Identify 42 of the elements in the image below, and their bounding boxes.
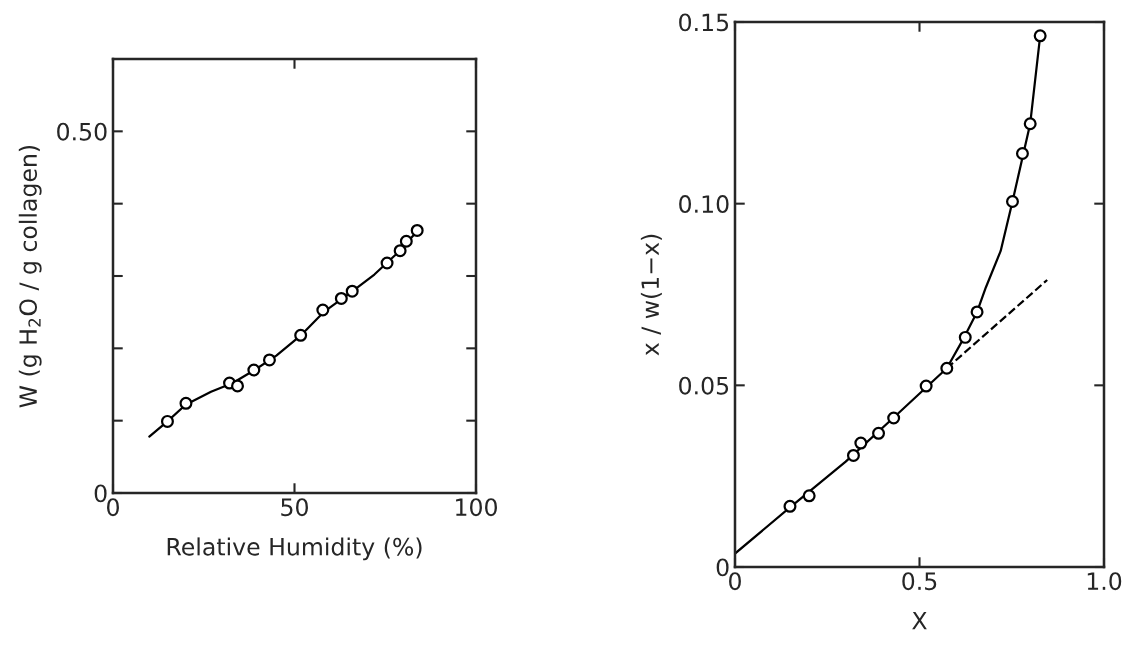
point — [1015, 147, 1029, 161]
x-tick-label: 0 — [107, 498, 119, 517]
point — [1023, 117, 1037, 131]
point — [262, 353, 276, 367]
point — [231, 379, 244, 393]
x-tick-label: 0 — [729, 572, 741, 591]
y-tick-label: 0.50 — [57, 122, 107, 141]
y-tick-label: 0.05 — [679, 376, 729, 395]
point — [380, 256, 394, 270]
point — [1033, 29, 1047, 43]
point — [316, 303, 330, 317]
point — [179, 396, 193, 410]
x-tick-label: 100 — [456, 498, 497, 517]
x-axis-title: Relative Humidity (%) — [167, 537, 422, 561]
point — [393, 244, 407, 258]
x-axis-title: X — [912, 612, 927, 630]
point — [846, 448, 860, 462]
y-tick-label: 0.15 — [679, 13, 729, 32]
point — [919, 379, 933, 393]
y-tick-label: 0 — [716, 558, 729, 577]
point — [783, 499, 797, 513]
point — [970, 305, 984, 319]
x-tick-label: 50 — [281, 498, 308, 517]
y-tick-label: 0.10 — [679, 195, 729, 213]
point — [940, 361, 954, 375]
x-tick-label: 0.5 — [902, 572, 937, 591]
point — [887, 411, 901, 425]
point — [334, 291, 348, 305]
point — [399, 234, 413, 248]
y-axis-title: x / w(1−x) — [640, 234, 662, 356]
point — [294, 328, 308, 342]
point — [345, 284, 359, 298]
point — [958, 330, 972, 344]
point — [872, 426, 886, 440]
y-axis-title: W (g H$_{2}$O / g collagen) — [18, 145, 42, 408]
point — [802, 489, 816, 503]
x-tick-label: 1.0 — [1087, 572, 1122, 591]
point — [247, 363, 261, 377]
point — [410, 223, 424, 237]
point — [854, 436, 868, 450]
point — [160, 414, 174, 428]
point — [1006, 195, 1019, 208]
